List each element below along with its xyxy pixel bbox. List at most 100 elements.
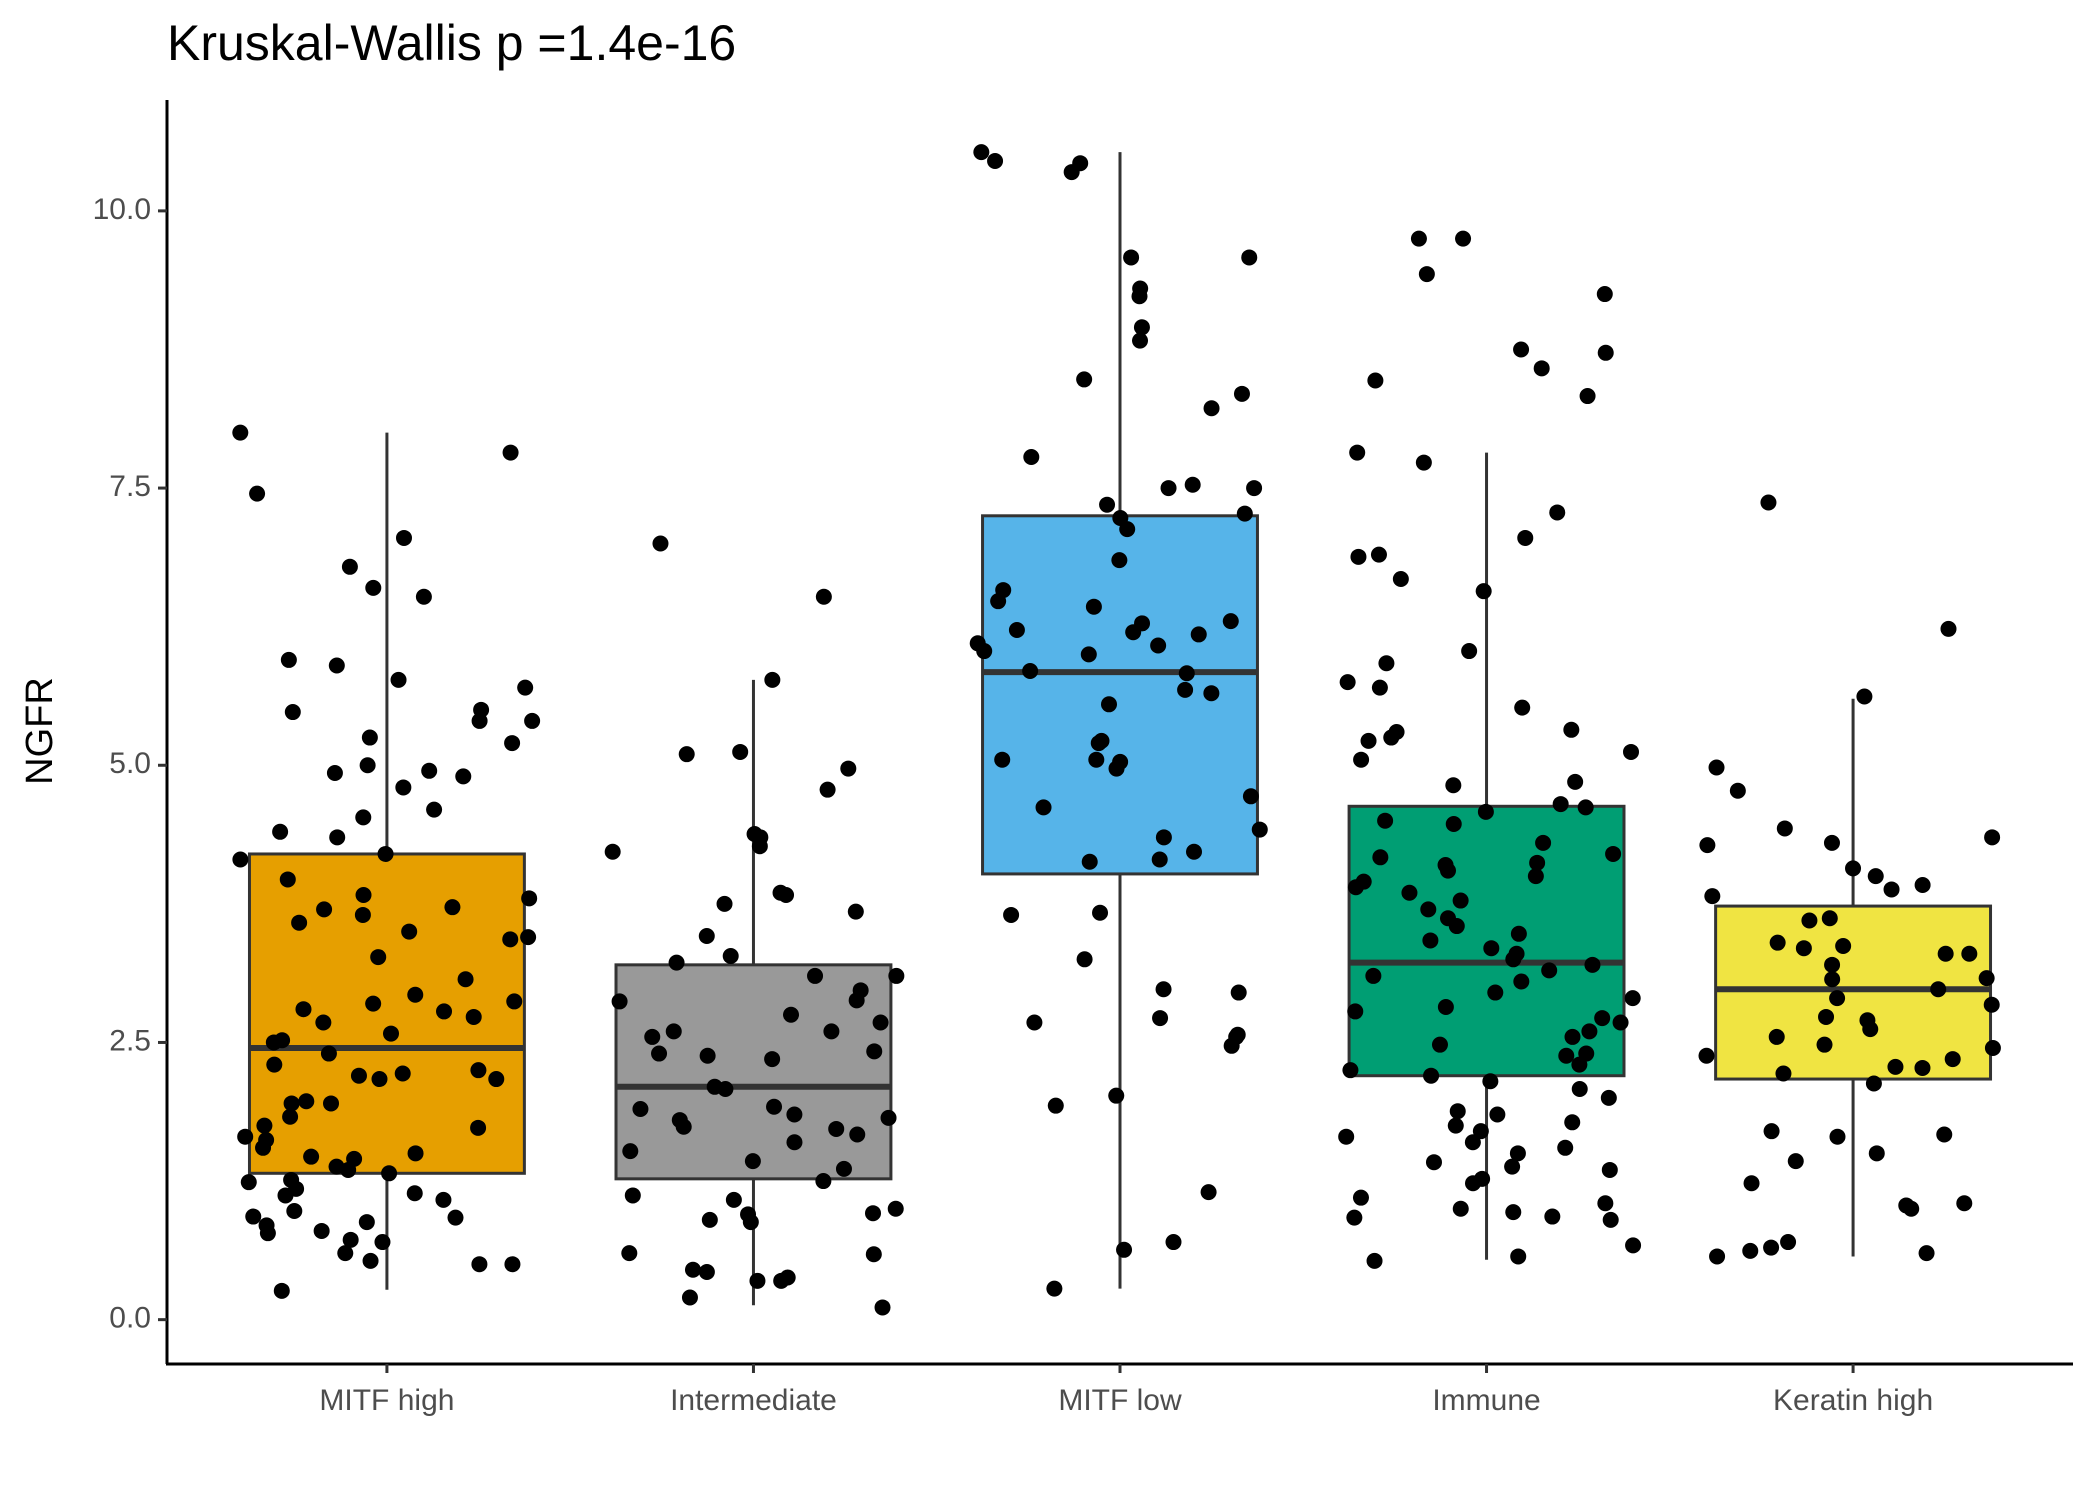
point [1961,945,1978,962]
point [280,651,297,668]
point [1544,1208,1561,1225]
point [329,829,346,846]
point [415,588,432,605]
point [1795,940,1812,957]
point [621,1245,638,1262]
point [880,1109,897,1126]
point [1371,679,1388,696]
point [1370,546,1387,563]
point [1076,951,1093,968]
point [320,1045,337,1062]
point [684,1261,701,1278]
point [362,1252,379,1269]
point [1571,1056,1588,1073]
point [994,751,1011,768]
point [815,1173,832,1190]
point [1150,637,1167,654]
point [678,746,695,763]
point [506,993,523,1010]
point [1160,480,1177,497]
point [1449,1103,1466,1120]
point [1579,388,1596,405]
point [282,1108,299,1125]
point [1437,998,1454,1015]
point [888,967,905,984]
point [1415,454,1432,471]
point [436,1003,453,1020]
point [272,823,289,840]
point [701,1211,718,1228]
point [1116,1241,1133,1258]
point [471,1256,488,1273]
point [1422,932,1439,949]
point [326,765,343,782]
point [1510,1248,1527,1265]
point [502,444,519,461]
point [284,704,301,721]
point [865,1205,882,1222]
point [1978,970,1995,987]
point [1165,1234,1182,1251]
point [1475,583,1492,600]
point [865,1246,882,1263]
point [1152,1010,1169,1027]
point [447,1209,464,1226]
point [291,914,308,931]
point [1602,1211,1619,1228]
point [1365,967,1382,984]
point [644,1028,661,1045]
point [279,871,296,888]
point [849,1126,866,1143]
x-tick-label: Intermediate [670,1384,837,1417]
point [866,1043,883,1060]
point [1455,230,1472,247]
point [1448,918,1465,935]
point [1132,332,1149,349]
point [1918,1245,1935,1262]
point [1023,449,1040,466]
point [1625,1237,1642,1254]
point [1596,286,1613,303]
point [815,588,832,605]
point [342,1231,359,1248]
point [1090,735,1107,752]
point [1133,319,1150,336]
point [435,1191,452,1208]
point [1352,1189,1369,1206]
point [1552,796,1569,813]
point [465,1008,482,1025]
point [1984,829,2001,846]
point [365,579,382,596]
point [1549,504,1566,521]
point [407,1145,424,1162]
point [1517,529,1534,546]
point [1564,1114,1581,1131]
point [470,1062,487,1079]
point [1200,1184,1217,1201]
point [665,1023,682,1040]
point [1487,984,1504,1001]
point [717,1081,734,1098]
point [315,1014,332,1031]
point [457,971,474,988]
point [1956,1195,1973,1212]
point [374,1234,391,1251]
point [675,1118,692,1135]
point [987,152,1004,169]
point [1410,230,1427,247]
point [340,1161,357,1178]
point [1581,1023,1598,1040]
point [1461,643,1478,660]
point [1366,1252,1383,1269]
point [1085,598,1102,615]
point [1339,674,1356,691]
point [283,1095,300,1112]
point [365,995,382,1012]
point [1818,1008,1835,1025]
point [1742,1242,1759,1259]
point [1081,853,1098,870]
point [1131,288,1148,305]
point [1597,344,1614,361]
point [1557,1139,1574,1156]
